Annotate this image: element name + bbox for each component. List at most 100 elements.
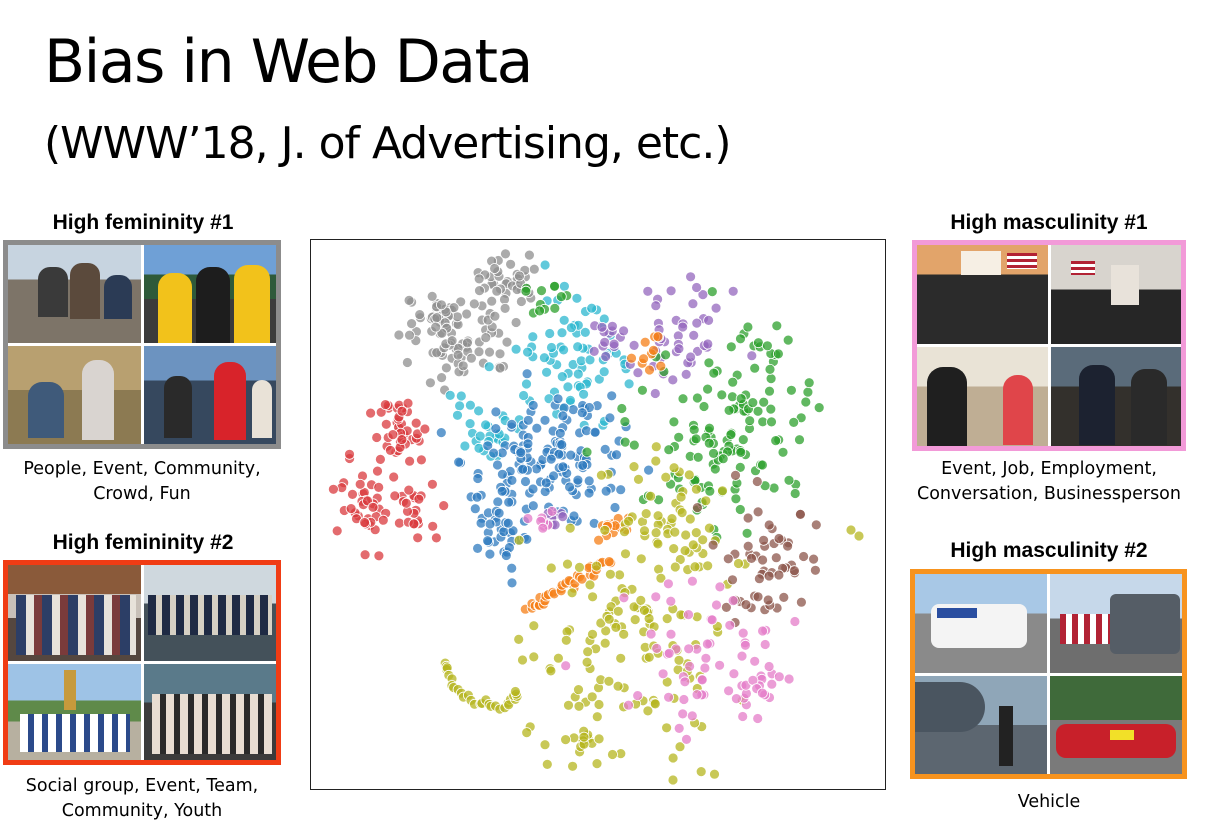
scatter-point xyxy=(691,689,703,701)
scatter-point xyxy=(676,507,688,519)
scatter-point xyxy=(513,270,525,282)
scatter-point xyxy=(810,519,822,531)
scatter-point xyxy=(777,446,789,458)
scatter-point xyxy=(560,634,572,646)
scatter-point xyxy=(650,455,662,467)
scatter-point xyxy=(598,366,610,378)
scatter-point xyxy=(758,534,770,546)
scatter-point xyxy=(461,308,473,320)
scatter-point xyxy=(394,517,405,529)
scatter-point xyxy=(674,554,686,565)
collage-photo xyxy=(143,565,276,661)
scatter-point xyxy=(808,553,820,565)
scatter-point xyxy=(389,490,401,502)
scatter-point xyxy=(742,512,754,524)
scatter-point xyxy=(567,760,579,772)
scatter-point xyxy=(574,561,585,573)
scatter-point xyxy=(431,312,443,323)
scatter-point xyxy=(649,698,661,710)
collage-photo xyxy=(8,565,141,661)
scatter-point xyxy=(565,449,577,461)
scatter-point xyxy=(558,280,570,292)
scatter-point xyxy=(603,556,615,568)
scatter-point xyxy=(752,506,764,518)
scatter-point xyxy=(579,327,591,338)
scatter-point xyxy=(611,449,622,461)
scatter-point xyxy=(709,463,721,475)
scatter-point xyxy=(642,705,654,717)
scatter-point xyxy=(734,461,746,473)
scatter-point xyxy=(436,372,448,384)
scatter-point xyxy=(521,727,533,739)
scatter-point xyxy=(629,614,641,626)
scatter-point xyxy=(650,441,662,453)
scatter-point xyxy=(500,550,512,561)
scatter-point xyxy=(558,344,570,356)
scatter-point xyxy=(615,652,627,664)
scatter-point xyxy=(581,656,593,668)
scatter-point xyxy=(644,364,655,376)
scatter-point xyxy=(331,525,343,537)
scatter-point xyxy=(668,416,680,428)
scatter-point xyxy=(560,734,572,746)
scatter-point xyxy=(618,592,630,604)
scatter-point xyxy=(607,749,618,760)
scatter-point xyxy=(413,493,425,505)
scatter-point xyxy=(557,410,569,422)
scatter-point xyxy=(604,412,616,424)
scatter-point xyxy=(419,423,431,435)
scatter-point xyxy=(727,285,739,297)
scatter-point xyxy=(638,604,650,616)
scatter-point xyxy=(588,346,600,357)
collage-photo xyxy=(1050,245,1181,344)
scatter-point xyxy=(687,539,699,551)
scatter-point xyxy=(556,327,568,339)
scatter-point xyxy=(545,453,557,465)
scatter-point xyxy=(385,444,396,456)
scatter-point xyxy=(564,481,576,493)
scatter-point xyxy=(552,393,564,405)
scatter-point xyxy=(618,628,630,640)
scatter-point xyxy=(396,405,408,417)
scatter-point xyxy=(666,513,678,525)
scatter-point xyxy=(520,476,531,487)
scatter-point xyxy=(528,263,540,275)
caption-line: Conversation, Businessperson xyxy=(917,484,1181,504)
scatter-point xyxy=(765,373,777,385)
scatter-point xyxy=(473,405,485,417)
scatter-point xyxy=(371,432,383,443)
scatter-point xyxy=(578,731,590,743)
scatter-point xyxy=(730,469,741,481)
scatter-point xyxy=(412,532,424,544)
scatter-point xyxy=(557,461,569,473)
collage-photo xyxy=(8,664,141,760)
scatter-point xyxy=(578,388,590,400)
scatter-point xyxy=(474,285,485,296)
scatter-point xyxy=(388,471,400,483)
scatter-point xyxy=(539,739,551,751)
scatter-point xyxy=(686,710,698,722)
scatter-point xyxy=(692,451,704,463)
scatter-point xyxy=(403,484,415,496)
scatter-point xyxy=(710,302,722,314)
scatter-point xyxy=(564,522,576,534)
scatter-point xyxy=(742,540,754,552)
scatter-point xyxy=(674,741,686,753)
scatter-point xyxy=(591,758,603,769)
scatter-point xyxy=(734,504,746,515)
scatter-point xyxy=(749,362,761,374)
scatter-point xyxy=(572,368,584,380)
scatter-point xyxy=(606,390,618,402)
scatter-point xyxy=(600,625,612,637)
scatter-point xyxy=(749,655,761,667)
masc2-collage xyxy=(910,569,1187,779)
scatter-point xyxy=(752,713,764,724)
scatter-point xyxy=(704,485,716,497)
scatter-point xyxy=(599,524,611,536)
scatter-point xyxy=(619,436,631,448)
scatter-point xyxy=(540,477,552,489)
scatter-point xyxy=(587,591,599,603)
scatter-point xyxy=(813,402,825,414)
scatter-point xyxy=(736,650,748,662)
scatter-point xyxy=(632,690,644,702)
